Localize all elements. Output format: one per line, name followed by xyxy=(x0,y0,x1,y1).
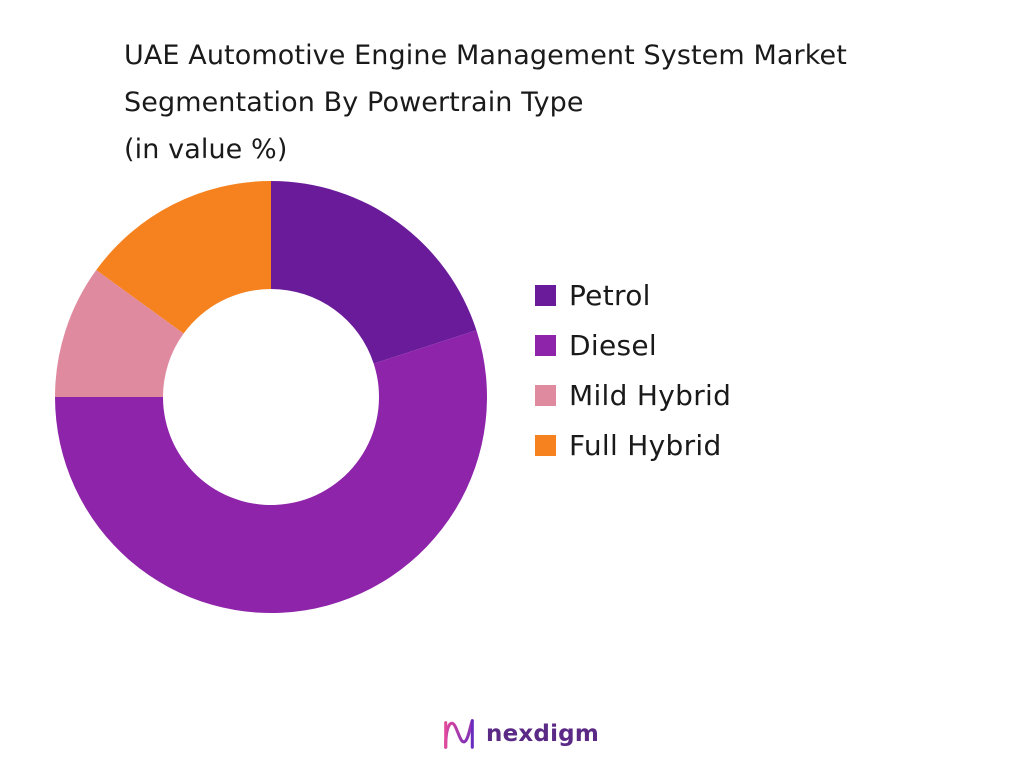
chart-title-line: UAE Automotive Engine Management System … xyxy=(124,40,847,71)
legend-label-full-hybrid: Full Hybrid xyxy=(569,428,722,462)
legend-item-diesel: Diesel xyxy=(535,320,731,370)
slice-mild-hybrid xyxy=(55,270,184,397)
nexdigm-logo-icon xyxy=(444,719,474,749)
legend-label-petrol: Petrol xyxy=(569,278,651,312)
chart-title-line: Segmentation By Powertrain Type xyxy=(124,87,584,118)
legend-item-full-hybrid: Full Hybrid xyxy=(535,420,731,470)
legend-label-diesel: Diesel xyxy=(569,328,657,362)
legend-label-mild-hybrid: Mild Hybrid xyxy=(569,378,732,412)
legend-swatch-mild-hybrid xyxy=(535,384,556,406)
slice-petrol xyxy=(271,181,477,364)
nexdigm-logo-text: nexdigm xyxy=(486,721,599,747)
legend-item-mild-hybrid: Mild Hybrid xyxy=(535,370,731,420)
donut-slices xyxy=(55,181,488,613)
slice-full-hybrid xyxy=(96,181,272,334)
chart-title: UAE Automotive Engine Management System … xyxy=(124,32,1004,173)
legend-swatch-full-hybrid xyxy=(535,434,556,456)
donut-chart xyxy=(55,181,488,613)
legend-swatch-diesel xyxy=(535,334,556,356)
nexdigm-logo: nexdigm xyxy=(440,714,599,754)
chart-subtitle: (in value %) xyxy=(124,134,288,165)
chart-legend: Petrol Diesel Mild Hybrid Full Hybrid xyxy=(535,270,731,470)
legend-item-petrol: Petrol xyxy=(535,270,731,320)
slice-diesel xyxy=(55,330,488,613)
legend-swatch-petrol xyxy=(535,284,556,306)
